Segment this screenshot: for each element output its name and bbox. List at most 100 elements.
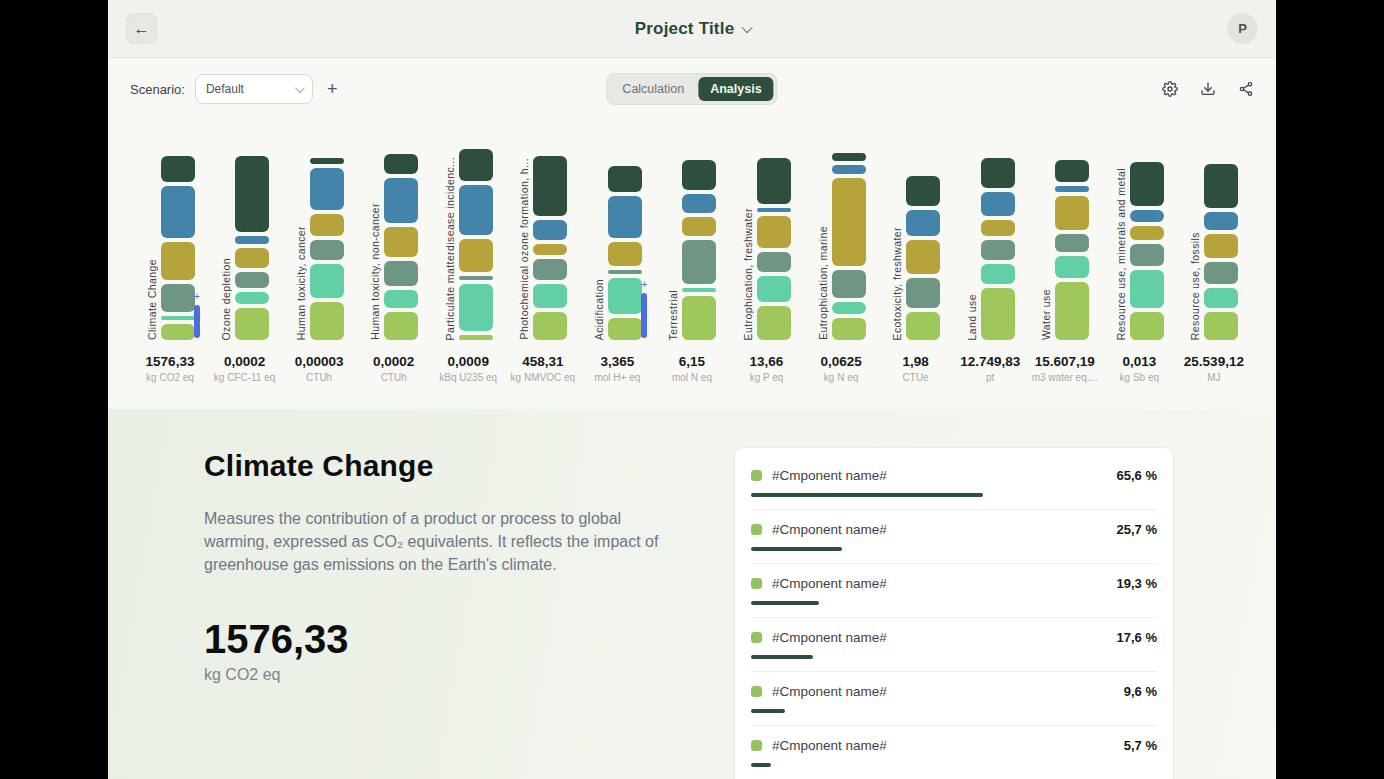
bar-segment-blue[interactable] — [832, 165, 866, 174]
bar-segment-sage[interactable] — [832, 270, 866, 298]
bar-segment-dark_green[interactable] — [757, 158, 791, 204]
bar-segment-mustard[interactable] — [832, 178, 866, 266]
bar-segment-mustard[interactable] — [906, 240, 940, 274]
bar-segment-blue[interactable] — [608, 196, 642, 238]
project-title-dropdown[interactable]: Project Title — [635, 19, 750, 39]
settings-icon[interactable] — [1162, 81, 1178, 97]
bar-segment-blue[interactable] — [1130, 210, 1164, 222]
stacked-bar[interactable] — [235, 156, 269, 340]
bar-segment-mustard[interactable] — [1130, 226, 1164, 240]
bar-segment-turquoise[interactable] — [1204, 288, 1238, 308]
stacked-bar[interactable] — [1055, 160, 1089, 340]
bar-segment-mustard[interactable] — [1204, 234, 1238, 258]
bar-segment-sage[interactable] — [235, 272, 269, 288]
bar-segment-sage[interactable] — [981, 240, 1015, 260]
bar-segment-blue[interactable] — [906, 210, 940, 236]
bar-segment-sage[interactable] — [1204, 262, 1238, 284]
stacked-bar[interactable] — [981, 158, 1015, 340]
stacked-bar[interactable] — [1204, 164, 1238, 340]
bar-segment-turquoise[interactable] — [608, 278, 642, 314]
stacked-bar[interactable] — [906, 176, 940, 340]
bar-segment-dark_green[interactable] — [533, 156, 567, 216]
bar-segment-light_green[interactable] — [906, 312, 940, 340]
bar-segment-sage[interactable] — [1130, 244, 1164, 266]
bar-segment-sage[interactable] — [459, 276, 493, 280]
bar-segment-dark_green[interactable] — [832, 153, 866, 161]
bar-segment-dark_green[interactable] — [1204, 164, 1238, 208]
bar-segment-mustard[interactable] — [310, 214, 344, 236]
bar-segment-blue[interactable] — [310, 168, 344, 210]
bar-segment-mustard[interactable] — [459, 239, 493, 272]
bar-segment-blue[interactable] — [161, 186, 195, 238]
bar-segment-blue[interactable] — [1204, 212, 1238, 230]
chart-column[interactable]: Human toxicity, cancer + 0,00003 CTUh — [283, 140, 355, 383]
bar-segment-turquoise[interactable] — [384, 290, 418, 308]
bar-segment-dark_green[interactable] — [1130, 162, 1164, 206]
stacked-bar[interactable] — [384, 154, 418, 340]
component-row[interactable]: #Cmponent name# 65,6 % — [751, 456, 1157, 497]
bar-segment-light_green[interactable] — [310, 302, 344, 340]
chart-column[interactable]: Ecotoxicity, freshwater + 1,98 CTUe — [880, 140, 952, 383]
add-scenario-button[interactable]: + — [327, 80, 338, 98]
chart-column[interactable]: Terrestrial + 6,15 mol N eq — [656, 140, 728, 383]
annotation-marker[interactable]: + — [641, 280, 647, 338]
bar-segment-mustard[interactable] — [608, 242, 642, 266]
chart-column[interactable]: Resource use, fossils + 25.539,12 MJ — [1178, 140, 1250, 383]
bar-segment-mustard[interactable] — [1055, 196, 1089, 230]
bar-segment-mustard[interactable] — [384, 227, 418, 257]
bar-segment-turquoise[interactable] — [1130, 270, 1164, 308]
component-row[interactable]: #Cmponent name# 9,6 % — [751, 671, 1157, 713]
bar-segment-turquoise[interactable] — [235, 292, 269, 304]
share-icon[interactable] — [1238, 81, 1254, 97]
bar-segment-dark_green[interactable] — [310, 158, 344, 164]
stacked-bar[interactable] — [161, 156, 195, 340]
stacked-bar[interactable] — [310, 158, 344, 340]
annotation-marker[interactable]: + — [194, 292, 200, 338]
bar-segment-dark_green[interactable] — [384, 154, 418, 174]
bar-segment-light_green[interactable] — [608, 318, 642, 340]
stacked-bar[interactable] — [1130, 162, 1164, 340]
bar-segment-light_green[interactable] — [235, 308, 269, 340]
bar-segment-blue[interactable] — [1055, 186, 1089, 192]
bar-segment-sage[interactable] — [1055, 234, 1089, 252]
bar-segment-dark_green[interactable] — [906, 176, 940, 206]
bar-segment-sage[interactable] — [310, 240, 344, 260]
bar-segment-light_green[interactable] — [682, 296, 716, 340]
avatar[interactable]: P — [1227, 13, 1258, 44]
bar-segment-mustard[interactable] — [981, 220, 1015, 236]
bar-segment-turquoise[interactable] — [757, 276, 791, 302]
bar-segment-light_green[interactable] — [1204, 312, 1238, 340]
chart-column[interactable]: Human toxicity, non-cancer + 0,0002 CTUh — [358, 140, 430, 383]
bar-segment-blue[interactable] — [981, 192, 1015, 216]
tab-analysis[interactable]: Analysis — [698, 77, 773, 101]
bar-segment-light_green[interactable] — [1055, 282, 1089, 340]
bar-segment-blue[interactable] — [533, 220, 567, 240]
bar-segment-blue[interactable] — [757, 208, 791, 212]
bar-segment-turquoise[interactable] — [310, 264, 344, 298]
bar-segment-blue[interactable] — [459, 185, 493, 235]
bar-segment-blue[interactable] — [384, 178, 418, 223]
chart-column[interactable]: Eutrophication, freshwater + 13,66 kg P … — [731, 140, 803, 383]
chart-column[interactable]: Acidification + 3,365 mol H+ eq — [581, 140, 653, 383]
stacked-bar[interactable] — [533, 156, 567, 340]
bar-segment-turquoise[interactable] — [1055, 256, 1089, 278]
tab-calculation[interactable]: Calculation — [610, 77, 696, 101]
bar-segment-blue[interactable] — [682, 194, 716, 213]
bar-segment-mustard[interactable] — [682, 217, 716, 236]
back-button[interactable]: ← — [126, 13, 157, 44]
bar-segment-light_green[interactable] — [832, 318, 866, 340]
bar-segment-blue[interactable] — [235, 236, 269, 244]
stacked-bar[interactable] — [832, 153, 866, 340]
bar-segment-light_green[interactable] — [384, 312, 418, 340]
bar-segment-sage[interactable] — [682, 240, 716, 284]
bar-segment-sage[interactable] — [608, 270, 642, 274]
bar-segment-mustard[interactable] — [533, 244, 567, 255]
bar-segment-dark_green[interactable] — [682, 160, 716, 190]
component-row[interactable]: #Cmponent name# 25,7 % — [751, 509, 1157, 551]
download-icon[interactable] — [1200, 81, 1216, 97]
bar-segment-dark_green[interactable] — [235, 156, 269, 232]
bar-segment-light_green[interactable] — [757, 306, 791, 340]
stacked-bar[interactable] — [608, 166, 642, 340]
bar-segment-mustard[interactable] — [235, 248, 269, 268]
stacked-bar[interactable] — [757, 158, 791, 340]
